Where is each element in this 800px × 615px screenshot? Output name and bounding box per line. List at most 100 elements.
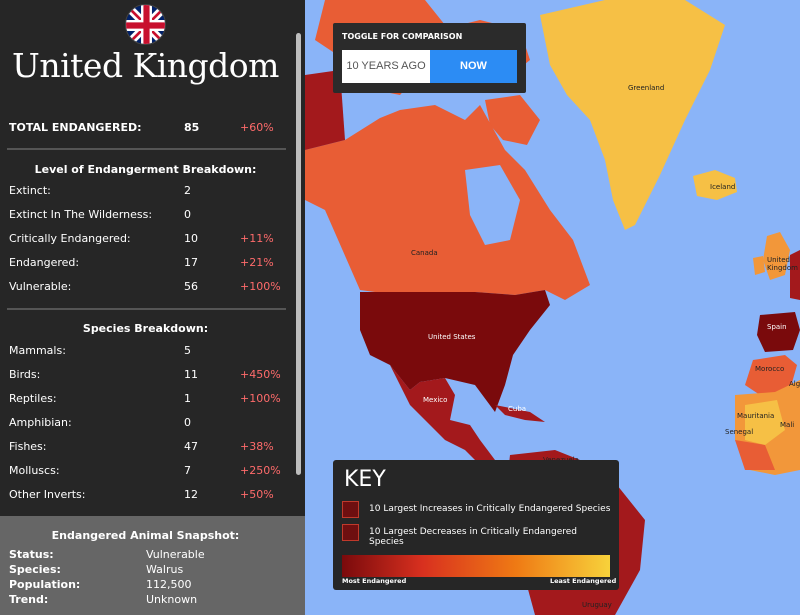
species-value: 7 bbox=[184, 464, 191, 477]
snapshot-value: 112,500 bbox=[146, 578, 192, 591]
level-row: Extinct In The Wilderness: 0 bbox=[9, 208, 289, 226]
species-value: 5 bbox=[184, 344, 191, 357]
country-title: United Kingdom bbox=[12, 46, 279, 85]
animal-snapshot-panel: Endangered Animal Snapshot: Status: Vuln… bbox=[0, 516, 305, 615]
toggle-title: TOGGLE FOR COMPARISON bbox=[342, 32, 463, 41]
snapshot-row: Status: Vulnerable bbox=[9, 548, 289, 564]
key-swatch[interactable] bbox=[342, 501, 359, 518]
europe-region bbox=[790, 250, 800, 300]
level-change: +11% bbox=[240, 232, 274, 245]
gradient-left-label: Most Endangered bbox=[342, 577, 407, 585]
map-label-canada: Canada bbox=[411, 249, 438, 257]
divider bbox=[7, 148, 286, 150]
map-label-mali: Mali bbox=[780, 421, 795, 429]
species-row: Birds: 11 +450% bbox=[9, 368, 289, 386]
level-value: 2 bbox=[184, 184, 191, 197]
species-change: +450% bbox=[240, 368, 281, 381]
map-label-iceland: Iceland bbox=[710, 183, 736, 191]
senegal-region bbox=[735, 440, 775, 470]
snapshot-row: Trend: Unknown bbox=[9, 593, 289, 609]
map-label-spain: Spain bbox=[767, 323, 787, 331]
morocco-region bbox=[745, 355, 797, 395]
level-change: +21% bbox=[240, 256, 274, 269]
level-label: Critically Endangered: bbox=[9, 232, 131, 245]
species-change: +50% bbox=[240, 488, 274, 501]
map-label-uruguay: Uruguay bbox=[582, 601, 612, 609]
species-change: +250% bbox=[240, 464, 281, 477]
cuba-region bbox=[495, 405, 545, 422]
species-value: 12 bbox=[184, 488, 198, 501]
key-item-label: 10 Largest Decreases in Critically Endan… bbox=[369, 527, 578, 547]
key-item[interactable]: 10 Largest Decreases in Critically Endan… bbox=[342, 524, 614, 547]
arctic-islands-region bbox=[485, 95, 540, 145]
species-row: Mammals: 5 bbox=[9, 344, 289, 362]
species-label: Molluscs: bbox=[9, 464, 60, 477]
level-row: Critically Endangered: 10 +11% bbox=[9, 232, 289, 250]
total-endangered-row: TOTAL ENDANGERED: 85 +60% bbox=[9, 121, 289, 139]
species-row: Amphibian: 0 bbox=[9, 416, 289, 434]
map-label-algeria: Alge bbox=[789, 380, 800, 388]
snapshot-title: Endangered Animal Snapshot: bbox=[51, 529, 240, 542]
level-label: Extinct: bbox=[9, 184, 51, 197]
key-item[interactable]: 10 Largest Increases in Critically Endan… bbox=[342, 501, 614, 519]
iceland-region bbox=[693, 170, 737, 200]
level-value: 56 bbox=[184, 280, 198, 293]
total-value: 85 bbox=[184, 121, 200, 134]
map-label-united-kingdom: United Kingdom bbox=[767, 256, 798, 272]
species-value: 0 bbox=[184, 416, 191, 429]
gradient-right-label: Least Endangered bbox=[550, 577, 617, 585]
species-value: 11 bbox=[184, 368, 198, 381]
key-swatch[interactable] bbox=[342, 524, 359, 541]
united-states-region bbox=[360, 290, 550, 412]
species-row: Reptiles: 1 +100% bbox=[9, 392, 289, 410]
snapshot-row: Population: 112,500 bbox=[9, 578, 289, 594]
map-label-mauritania: Mauritania bbox=[737, 412, 775, 420]
snapshot-label: Species: bbox=[9, 563, 61, 576]
level-label: Extinct In The Wilderness: bbox=[9, 208, 153, 221]
map-label-mexico: Mexico bbox=[423, 396, 448, 404]
species-label: Other Inverts: bbox=[9, 488, 86, 501]
snapshot-value: Unknown bbox=[146, 593, 198, 606]
level-row: Endangered: 17 +21% bbox=[9, 256, 289, 274]
key-item-label: 10 Largest Increases in Critically Endan… bbox=[369, 504, 611, 514]
map-label-greenland: Greenland bbox=[628, 84, 665, 92]
species-change: +38% bbox=[240, 440, 274, 453]
species-row: Fishes: 47 +38% bbox=[9, 440, 289, 458]
ten-years-ago-button[interactable]: 10 YEARS AGO bbox=[342, 50, 430, 83]
level-value: 10 bbox=[184, 232, 198, 245]
level-row: Extinct: 2 bbox=[9, 184, 289, 202]
species-value: 47 bbox=[184, 440, 198, 453]
total-change: +60% bbox=[240, 121, 274, 134]
comparison-toggle: TOGGLE FOR COMPARISON 10 YEARS AGO NOW bbox=[333, 23, 526, 93]
total-label: TOTAL ENDANGERED: bbox=[9, 121, 142, 134]
spain-region bbox=[757, 312, 800, 352]
species-label: Reptiles: bbox=[9, 392, 57, 405]
level-value: 17 bbox=[184, 256, 198, 269]
species-value: 1 bbox=[184, 392, 191, 405]
species-label: Fishes: bbox=[9, 440, 47, 453]
map-key-panel: KEY 10 Largest Increases in Critically E… bbox=[333, 460, 619, 590]
species-breakdown-title: Species Breakdown: bbox=[82, 322, 209, 335]
level-label: Endangered: bbox=[9, 256, 80, 269]
snapshot-row: Species: Walrus bbox=[9, 563, 289, 579]
snapshot-label: Status: bbox=[9, 548, 54, 561]
level-row: Vulnerable: 56 +100% bbox=[9, 280, 289, 298]
mexico-region bbox=[390, 365, 495, 465]
snapshot-value: Walrus bbox=[146, 563, 184, 576]
ireland-region bbox=[753, 256, 765, 275]
species-row: Molluscs: 7 +250% bbox=[9, 464, 289, 482]
species-label: Mammals: bbox=[9, 344, 66, 357]
now-button[interactable]: NOW bbox=[430, 50, 517, 83]
key-title: KEY bbox=[344, 467, 386, 492]
hudson-bay bbox=[465, 165, 520, 245]
species-label: Birds: bbox=[9, 368, 41, 381]
species-row: Other Inverts: 12 +50% bbox=[9, 488, 289, 506]
sidebar-scrollbar[interactable] bbox=[296, 33, 301, 475]
uk-region bbox=[763, 232, 790, 280]
canada-region bbox=[305, 105, 590, 300]
map-label-morocco: Morocco bbox=[755, 365, 785, 373]
snapshot-label: Population: bbox=[9, 578, 81, 591]
level-change: +100% bbox=[240, 280, 281, 293]
level-label: Vulnerable: bbox=[9, 280, 72, 293]
west-africa-region bbox=[745, 400, 785, 445]
